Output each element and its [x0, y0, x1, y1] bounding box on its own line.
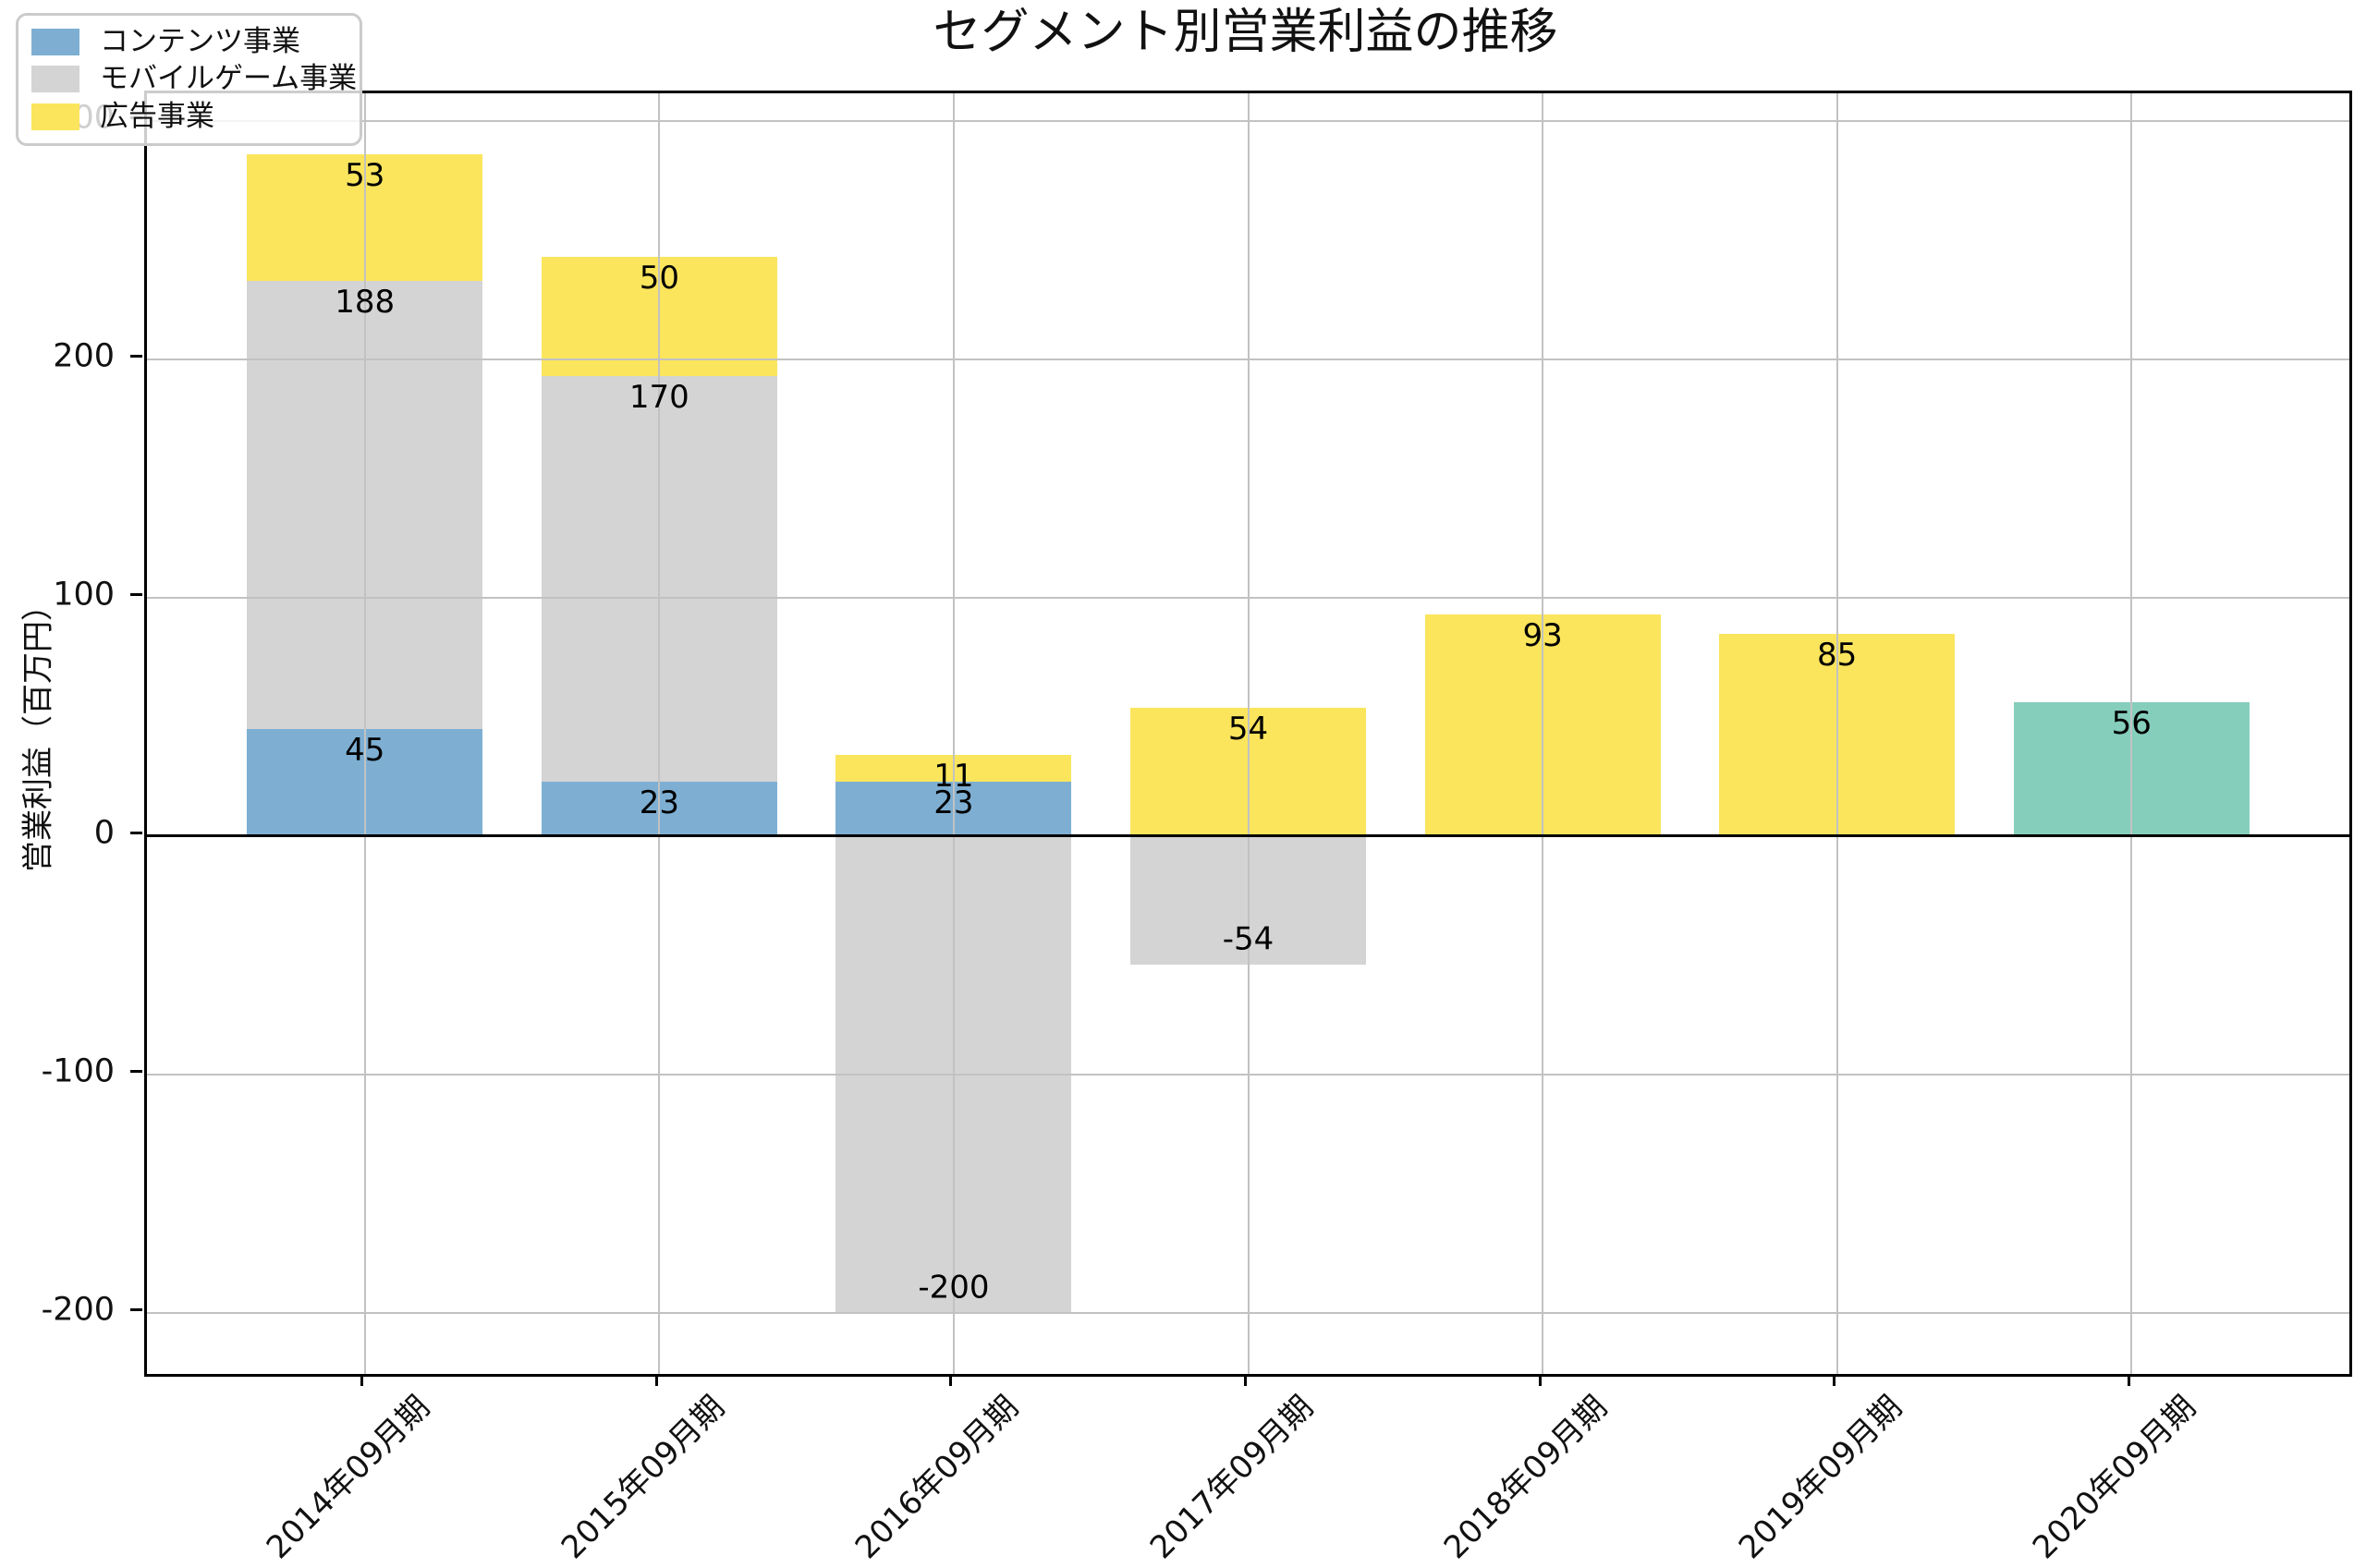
x-tick-mark — [1833, 1374, 1836, 1386]
x-tick-mark — [949, 1374, 953, 1386]
x-gridline — [1247, 93, 1250, 1374]
y-tick-mark — [130, 593, 142, 597]
x-gridline — [2130, 93, 2133, 1374]
y-tick-mark — [130, 1308, 142, 1312]
legend-swatch-mobile-game — [31, 66, 79, 93]
legend-swatch-advertising — [31, 103, 79, 131]
x-gridline — [952, 93, 955, 1374]
bar-value-label: -54 — [1222, 920, 1274, 958]
y-tick-label: -100 — [41, 1052, 115, 1090]
x-tick-label: 2017年09月期 — [1142, 1388, 1321, 1567]
plot-area: 45 188 53 23 170 50 23 -200 11 -54 54 93 85 56 — [144, 91, 2352, 1377]
x-tick-label: 2018年09月期 — [1437, 1388, 1616, 1567]
x-gridline — [363, 93, 366, 1374]
x-tick-label: 2014年09月期 — [259, 1388, 437, 1567]
x-gridline — [1835, 93, 1838, 1374]
bar-value-label: 54 — [1227, 710, 1269, 748]
legend-swatch-contents — [31, 28, 79, 55]
x-tick-mark — [1244, 1374, 1247, 1386]
bar-value-label: -200 — [918, 1269, 990, 1307]
x-tick-label: 2019年09月期 — [1731, 1388, 1909, 1567]
bar-value-label: 23 — [639, 784, 679, 821]
bar-value-label: 188 — [335, 283, 396, 321]
bar-value-label: 93 — [1522, 616, 1563, 654]
y-tick-label: 100 — [53, 576, 115, 614]
y-tick-mark — [130, 355, 142, 359]
x-gridline — [1542, 93, 1544, 1374]
legend-label: モバイルゲーム事業 — [100, 62, 358, 96]
x-gridline — [658, 93, 661, 1374]
bar-value-label: 170 — [628, 378, 689, 416]
x-tick-mark — [1538, 1374, 1542, 1386]
y-tick-label: -200 — [41, 1291, 115, 1329]
x-tick-label: 2016年09月期 — [848, 1388, 1027, 1567]
y-tick-mark — [130, 1070, 142, 1074]
x-tick-mark — [654, 1374, 658, 1386]
bar-value-label: 56 — [2111, 705, 2152, 743]
x-tick-label: 2015年09月期 — [554, 1388, 732, 1567]
bar-value-label: 53 — [345, 157, 385, 195]
x-tick-mark — [2127, 1374, 2130, 1386]
y-tick-label: 200 — [53, 337, 115, 375]
bar-value-label: 50 — [639, 259, 679, 297]
bar-value-label: 45 — [345, 731, 385, 769]
bar-value-label: 85 — [1817, 636, 1858, 674]
y-tick-label: 0 — [93, 814, 115, 852]
legend-label: コンテンツ事業 — [100, 24, 300, 58]
legend-label: 広告事業 — [100, 100, 214, 134]
legend-item: 広告事業 — [31, 103, 347, 131]
legend-item: コンテンツ事業 — [31, 24, 347, 58]
chart-title: セグメント別営業利益の推移 — [933, 5, 1558, 60]
bar-value-label: 23 — [933, 784, 974, 821]
y-tick-mark — [130, 832, 142, 835]
bar-value-label: 11 — [933, 758, 974, 796]
legend-item: モバイルゲーム事業 — [31, 65, 357, 93]
legend: コンテンツ事業 モバイルゲーム事業 広告事業 — [16, 13, 362, 146]
x-tick-label: 2020年09月期 — [2026, 1388, 2204, 1567]
x-tick-mark — [360, 1374, 364, 1386]
zero-line — [147, 834, 2349, 838]
